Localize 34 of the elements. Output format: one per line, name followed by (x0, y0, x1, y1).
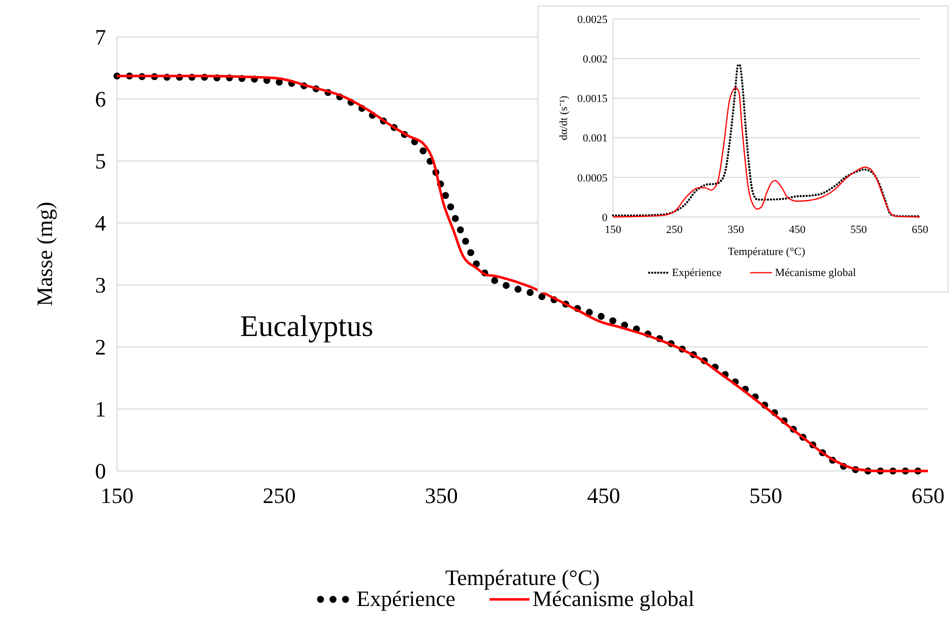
y-tick-label: 0.0025 (577, 14, 608, 26)
y-tick-label: 6 (95, 86, 106, 112)
y-axis-title: dα/dt (s⁻¹) (558, 95, 570, 140)
y-tick-label: 0.0005 (577, 172, 608, 184)
x-tick-label: 350 (424, 483, 458, 508)
y-tick-label: 1 (95, 396, 106, 422)
y-tick-label: 0 (602, 212, 608, 224)
x-tick-label: 150 (604, 224, 622, 236)
y-tick-label: 0.002 (582, 53, 608, 66)
y-tick-label: 2 (95, 334, 106, 360)
x-tick-label: 250 (666, 224, 684, 236)
y-tick-label: 5 (95, 148, 106, 174)
legend-label: Mécanisme global (775, 267, 856, 279)
line-series (612, 64, 922, 218)
x-tick-label: 150 (100, 483, 134, 508)
y-tick-label: 3 (95, 272, 106, 298)
x-tick-label: 450 (587, 483, 620, 508)
x-tick-label: 650 (912, 224, 929, 236)
line-series (612, 87, 921, 218)
x-tick-label: 550 (749, 483, 782, 508)
y-axis-title: Masse (mg) (32, 202, 57, 306)
annotation: Eucalyptus (240, 310, 374, 343)
legend-label: Expérience (672, 267, 722, 279)
y-tick-label: 7 (95, 24, 106, 50)
x-tick-label: 650 (912, 483, 944, 508)
y-tick-label: 0 (95, 458, 106, 484)
x-axis-title: Température (°C) (728, 246, 806, 258)
y-tick-label: 4 (95, 210, 106, 236)
x-tick-label: 250 (262, 483, 296, 508)
x-tick-label: 550 (850, 224, 868, 236)
x-tick-label: 450 (788, 224, 806, 236)
y-tick-label: 0.0015 (577, 93, 608, 106)
y-tick-label: 0.001 (582, 132, 608, 145)
x-tick-label: 350 (728, 224, 745, 236)
